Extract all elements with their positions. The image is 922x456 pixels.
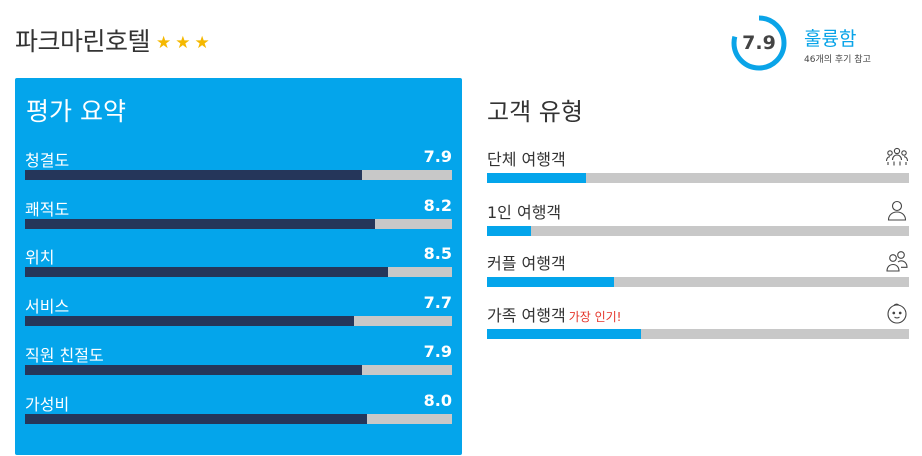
rating-label: 직원 친절도	[25, 346, 104, 365]
rating-value: 8.0	[423, 391, 452, 410]
rating-row-cleanliness: 청결도 7.9	[25, 147, 452, 187]
score-value: 7.9	[742, 32, 776, 54]
traveller-bar-fill	[487, 277, 614, 287]
rating-bar	[25, 219, 452, 229]
rating-label: 청결도	[25, 151, 70, 170]
traveller-bar-fill	[487, 173, 587, 183]
most-popular-tag: 가장 인기!	[568, 310, 622, 324]
rating-label: 서비스	[25, 297, 70, 316]
hotel-header: 파크마린호텔 ★ ★ ★	[15, 20, 210, 60]
star-icon: ★	[175, 32, 191, 53]
rating-value: 7.7	[423, 293, 452, 312]
rating-label: 쾌적도	[25, 200, 70, 219]
rating-bar-fill	[25, 365, 363, 375]
rating-bar	[25, 267, 452, 277]
overall-score: 7.9 훌륭함 46개의 후기 참고	[730, 14, 910, 76]
traveller-bar	[487, 226, 909, 236]
rating-value: 7.9	[423, 147, 452, 166]
score-ring	[731, 15, 787, 71]
rating-row-value-for-money: 가성비 8.0	[25, 391, 452, 431]
rating-bar	[25, 414, 452, 424]
traveller-bar	[487, 329, 909, 339]
rating-row-staff: 직원 친절도 7.9	[25, 342, 452, 382]
traveller-bar	[487, 277, 909, 287]
rating-value: 8.5	[423, 244, 452, 263]
rating-bar-fill	[25, 316, 354, 326]
rating-bar	[25, 316, 452, 326]
rating-bar-fill	[25, 414, 367, 424]
person-icon	[887, 200, 907, 221]
review-count: 46개의 후기 참고	[804, 55, 871, 65]
rating-row-comfort: 쾌적도 8.2	[25, 196, 452, 236]
traveller-label: 단체 여행객	[487, 150, 566, 169]
group-icon	[885, 147, 909, 166]
couple-icon	[886, 251, 908, 272]
traveller-bar	[487, 173, 909, 183]
rating-row-service: 서비스 7.7	[25, 293, 452, 333]
traveller-label: 커플 여행객	[487, 254, 566, 273]
rating-bar-fill	[25, 267, 388, 277]
traveller-label: 1인 여행객	[487, 203, 562, 222]
traveller-row-family[interactable]: 가족 여행객 가장 인기!	[487, 302, 909, 348]
traveller-label: 가족 여행객 가장 인기!	[487, 306, 622, 325]
traveller-row-couple[interactable]: 커플 여행객	[487, 250, 909, 296]
rating-label: 위치	[25, 248, 55, 267]
score-word: 훌륭함	[804, 28, 857, 50]
rating-row-location: 위치 8.5	[25, 244, 452, 284]
rating-value: 8.2	[423, 196, 452, 215]
rating-bar-fill	[25, 219, 376, 229]
rating-label: 가성비	[25, 395, 70, 414]
rating-bar-fill	[25, 170, 363, 180]
star-rating: ★ ★ ★	[156, 32, 210, 53]
traveller-bar-fill	[487, 329, 642, 339]
rating-summary-panel: 평가 요약 청결도 7.9 쾌적도 8.2 위치 8.5 서비스 7.7 직원 …	[15, 78, 462, 455]
star-icon: ★	[194, 32, 210, 53]
rating-bar	[25, 170, 452, 180]
traveller-row-group[interactable]: 단체 여행객	[487, 146, 909, 192]
traveller-row-solo[interactable]: 1인 여행객	[487, 199, 909, 245]
traveller-type-panel: 고객 유형 단체 여행객 1인 여행객 커플 여행객 가족 여행객 가장 인기!	[487, 78, 909, 378]
summary-title: 평가 요약	[26, 97, 126, 126]
star-icon: ★	[156, 32, 172, 53]
rating-value: 7.9	[423, 342, 452, 361]
hotel-name: 파크마린호텔	[15, 27, 151, 56]
baby-face-icon	[887, 303, 907, 324]
rating-bar	[25, 365, 452, 375]
traveller-bar-fill	[487, 226, 532, 236]
traveller-title: 고객 유형	[487, 98, 583, 126]
